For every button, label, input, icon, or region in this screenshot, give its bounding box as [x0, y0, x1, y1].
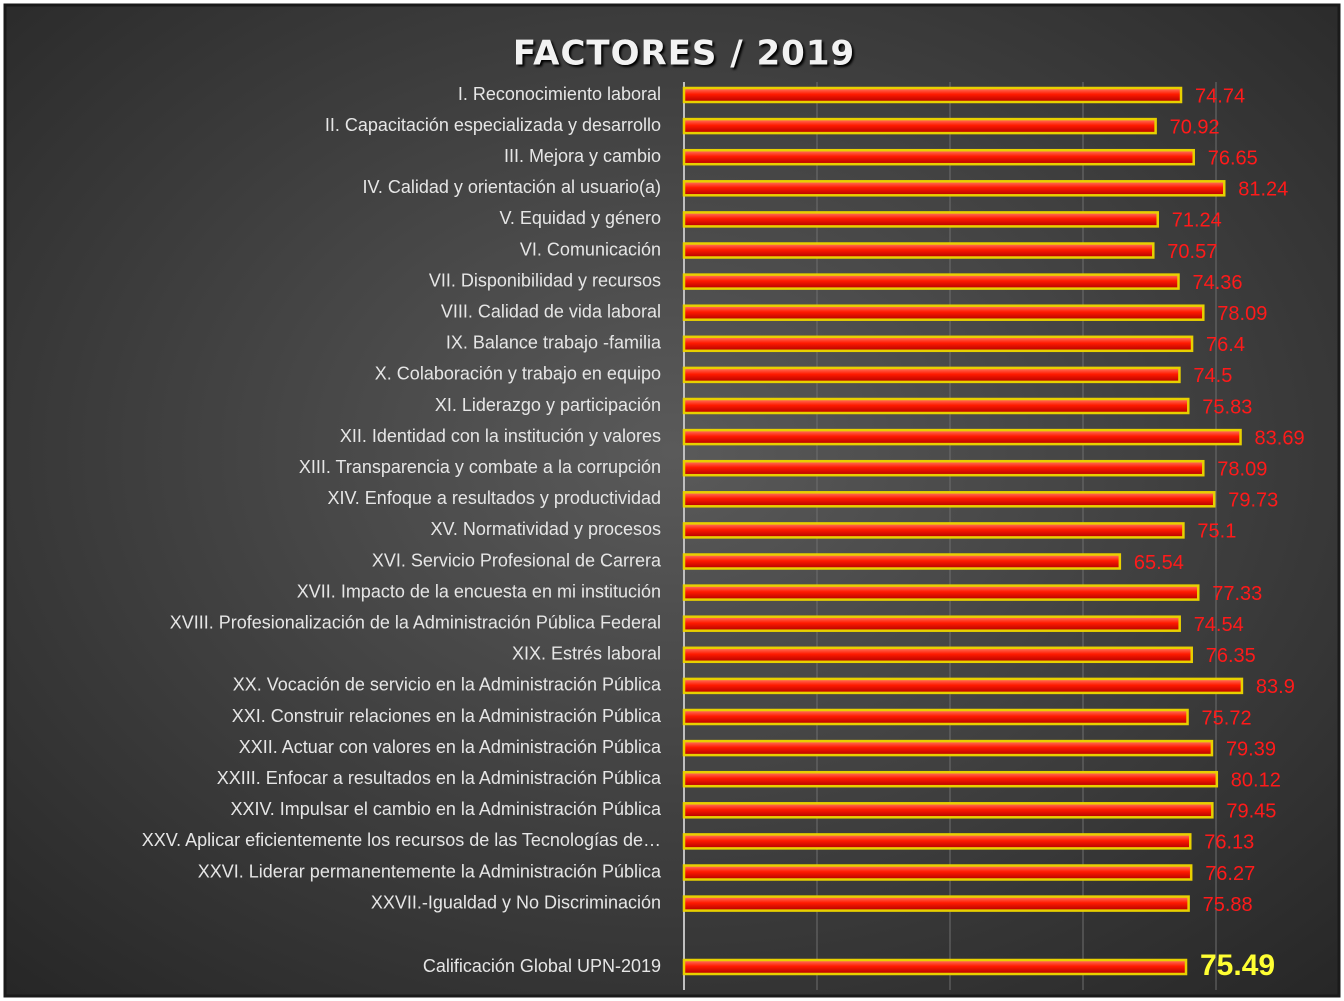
value-label: 79.73	[1228, 490, 1278, 512]
value-label: 70.92	[1170, 116, 1220, 138]
value-label: 78.09	[1217, 458, 1267, 480]
category-label: XXVI. Liderar permanentemente la Adminis…	[198, 861, 662, 881]
bar	[682, 833, 1192, 850]
bar	[682, 491, 1216, 508]
bar	[682, 739, 1214, 757]
bar	[682, 148, 1195, 166]
category-label: XXI. Construir relaciones en la Administ…	[232, 706, 662, 726]
category-label: VIII. Calidad de vida laboral	[441, 301, 661, 321]
value-label: 76.4	[1206, 334, 1245, 356]
value-label: 75.1	[1197, 521, 1236, 543]
category-label: IX. Balance trabajo -familia	[446, 333, 662, 353]
category-label: X. Colaboración y trabajo en equipo	[375, 364, 661, 384]
value-label: 79.39	[1226, 738, 1276, 760]
value-label: 78.09	[1217, 303, 1267, 325]
bar	[682, 646, 1193, 664]
bar	[682, 366, 1181, 384]
value-label: 70.57	[1167, 241, 1217, 263]
bar	[682, 708, 1189, 726]
category-label: V. Equidad y género	[500, 208, 661, 228]
bar	[682, 802, 1214, 819]
category-label: I. Reconocimiento laboral	[458, 84, 661, 104]
value-label: 79.45	[1226, 801, 1276, 823]
value-label: 75.88	[1203, 894, 1253, 916]
category-label: XVIII. Profesionalización de la Administ…	[170, 612, 661, 632]
value-label: 83.9	[1256, 676, 1295, 698]
value-label: 65.54	[1134, 552, 1184, 574]
value-label: 76.27	[1205, 863, 1255, 885]
category-label: II. Capacitación especializada y desarro…	[325, 115, 661, 135]
value-label: 74.54	[1194, 614, 1244, 636]
bar	[682, 242, 1155, 259]
total-value: 75.49	[1200, 949, 1275, 982]
bar	[682, 180, 1226, 197]
bar	[682, 428, 1242, 446]
bar	[682, 615, 1181, 632]
value-label: 74.74	[1195, 85, 1245, 107]
category-label: XXIV. Impulsar el cambio en la Administr…	[230, 799, 662, 819]
value-label: 76.13	[1204, 832, 1254, 854]
value-label: 76.35	[1206, 645, 1256, 667]
bar	[682, 584, 1200, 601]
category-label: XX. Vocación de servicio en la Administr…	[233, 675, 662, 695]
value-label: 71.24	[1172, 210, 1222, 232]
bar	[682, 459, 1205, 477]
category-label: XIX. Estrés laboral	[512, 644, 661, 664]
category-label: XIV. Enfoque a resultados y productivida…	[327, 488, 661, 508]
category-label: XV. Normatividad y procesos	[431, 519, 661, 539]
category-label: XIII. Transparencia y combate a la corru…	[299, 457, 661, 477]
category-label: XXVII.-Igualdad y No Discriminación	[371, 892, 661, 912]
bar	[682, 86, 1183, 104]
bar	[682, 117, 1157, 135]
category-label: XII. Identidad con la institución y valo…	[340, 426, 661, 446]
value-label: 77.33	[1212, 583, 1262, 605]
value-label: 76.65	[1208, 147, 1258, 169]
bar	[682, 770, 1219, 788]
bar	[682, 958, 1188, 976]
category-label: III. Mejora y cambio	[504, 146, 661, 166]
category-label: IV. Calidad y orientación al usuario(a)	[362, 177, 661, 197]
value-label: 74.5	[1193, 365, 1232, 387]
value-label: 80.12	[1231, 769, 1281, 791]
category-label: XXIII. Enfocar a resultados en la Admini…	[217, 768, 662, 788]
bar	[682, 335, 1194, 353]
bar	[682, 211, 1159, 228]
bar	[682, 677, 1244, 695]
category-label: XXII. Actuar con valores en la Administr…	[239, 737, 662, 757]
chart-title: FACTORES / 2019	[513, 34, 855, 74]
bar	[682, 273, 1180, 290]
bar	[682, 522, 1185, 539]
bar	[682, 864, 1193, 881]
bar	[682, 304, 1205, 321]
category-label: VI. Comunicación	[520, 239, 661, 259]
value-label: 75.83	[1202, 396, 1252, 418]
value-label: 75.72	[1202, 707, 1252, 729]
category-label: XVI. Servicio Profesional de Carrera	[372, 550, 662, 570]
category-label: XXV. Aplicar eficientemente los recursos…	[142, 830, 661, 850]
value-label: 74.36	[1192, 272, 1242, 294]
value-label: 83.69	[1255, 427, 1305, 449]
bar	[682, 397, 1190, 415]
bar	[682, 553, 1122, 570]
total-label: Calificación Global UPN-2019	[423, 956, 661, 976]
bar	[682, 895, 1190, 912]
category-label: XVII. Impacto de la encuesta en mi insti…	[297, 581, 661, 601]
value-label: 81.24	[1238, 179, 1288, 201]
category-label: XI. Liderazgo y participación	[435, 395, 661, 415]
category-label: VII. Disponibilidad y recursos	[429, 270, 661, 290]
